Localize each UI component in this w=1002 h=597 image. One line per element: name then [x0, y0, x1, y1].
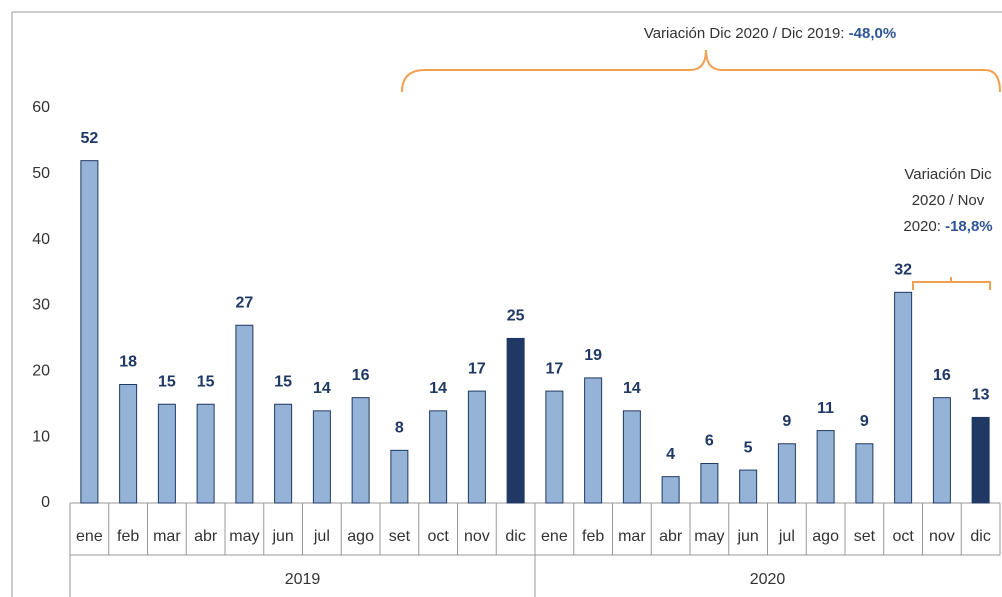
data-label: 17	[545, 360, 563, 377]
annotation: 2020: -18,8%	[903, 218, 992, 235]
bar	[932, 397, 951, 504]
data-label: 4	[666, 446, 675, 463]
data-label: 14	[313, 380, 331, 397]
data-label: 6	[705, 433, 714, 450]
bar	[80, 160, 99, 504]
bar	[119, 384, 138, 504]
x-tick-label: feb	[117, 528, 139, 545]
x-tick-label: dic	[505, 528, 525, 545]
bar	[274, 403, 293, 504]
x-tick-label: feb	[582, 528, 604, 545]
data-label: 15	[158, 373, 176, 390]
annotation-text: Variación Dic 2020 / Dic 2019:	[644, 25, 845, 42]
bar	[390, 449, 409, 504]
bar	[622, 410, 641, 504]
annotation: Variación Dic 2020 / Dic 2019: -48,0%	[644, 25, 896, 42]
annotation-value: -48,0%	[849, 25, 897, 42]
annotation: 2020 / Nov	[912, 192, 985, 209]
bar	[584, 377, 603, 504]
y-tick-label: 60	[32, 99, 50, 116]
bar	[777, 443, 796, 504]
bar	[467, 390, 486, 504]
bar	[545, 390, 564, 504]
x-tick-label: nov	[929, 528, 955, 545]
bar	[894, 291, 913, 504]
x-tick-label: ago	[812, 528, 839, 545]
data-label: 18	[119, 354, 137, 371]
x-tick-label: jul	[778, 528, 795, 545]
data-label: 15	[197, 373, 215, 390]
bar	[157, 403, 176, 504]
x-tick-label: jul	[313, 528, 330, 545]
x-tick-label: ene	[541, 528, 568, 545]
bar	[855, 443, 874, 504]
x-tick-label: set	[854, 528, 876, 545]
data-label: 5	[744, 439, 753, 456]
bar	[739, 469, 758, 504]
bar	[196, 403, 215, 504]
data-label: 13	[972, 387, 990, 404]
data-label: 14	[429, 380, 447, 397]
x-tick-label: may	[229, 528, 259, 545]
data-label: 15	[274, 373, 292, 390]
data-label: 8	[395, 420, 404, 437]
x-tick-label: dic	[970, 528, 990, 545]
bar	[700, 463, 719, 504]
bar	[971, 416, 990, 504]
data-label: 9	[860, 413, 869, 430]
x-tick-label: ago	[347, 528, 374, 545]
y-tick-label: 20	[32, 363, 50, 380]
brace-monthly	[912, 277, 991, 290]
bar	[816, 430, 835, 504]
x-tick-label: mar	[618, 528, 646, 545]
annotation-text: 2020:	[903, 218, 941, 235]
bar	[312, 410, 331, 504]
data-label: 16	[933, 367, 951, 384]
brace-annual	[401, 49, 1001, 93]
data-label: 32	[894, 262, 912, 279]
data-label: 52	[80, 130, 98, 147]
bar	[429, 410, 448, 504]
x-tick-label: set	[389, 528, 411, 545]
x-tick-label: abr	[194, 528, 218, 545]
y-tick-label: 10	[32, 428, 50, 445]
annotation-value: -18,8%	[945, 218, 993, 235]
x-tick-label: abr	[659, 528, 683, 545]
data-label: 11	[817, 400, 834, 417]
annotation-text: 2020 / Nov	[912, 192, 985, 209]
data-label: 16	[352, 367, 370, 384]
x-tick-label: jun	[736, 528, 758, 545]
data-label: 14	[623, 380, 641, 397]
x-tick-label: oct	[427, 528, 449, 545]
x-tick-label: ene	[76, 528, 103, 545]
bar	[506, 337, 525, 504]
data-label: 27	[235, 294, 253, 311]
bar	[235, 324, 254, 504]
annotation: Variación Dic	[904, 166, 992, 183]
x-tick-label: jun	[271, 528, 293, 545]
x-tick-label: nov	[464, 528, 490, 545]
x-tick-label: mar	[153, 528, 181, 545]
y-tick-label: 50	[32, 165, 50, 182]
data-label: 19	[584, 347, 602, 364]
x-tick-label: oct	[892, 528, 914, 545]
bar	[351, 397, 370, 504]
data-label: 25	[507, 308, 525, 325]
data-label: 9	[782, 413, 791, 430]
y-tick-label: 40	[32, 231, 50, 248]
data-label: 17	[468, 360, 486, 377]
group-label: 2019	[285, 571, 321, 588]
x-tick-label: may	[694, 528, 724, 545]
annotation-text: Variación Dic	[904, 166, 992, 183]
bar	[661, 476, 680, 504]
y-tick-label: 30	[32, 297, 50, 314]
y-tick-label: 0	[41, 494, 50, 511]
group-label: 2020	[750, 571, 786, 588]
